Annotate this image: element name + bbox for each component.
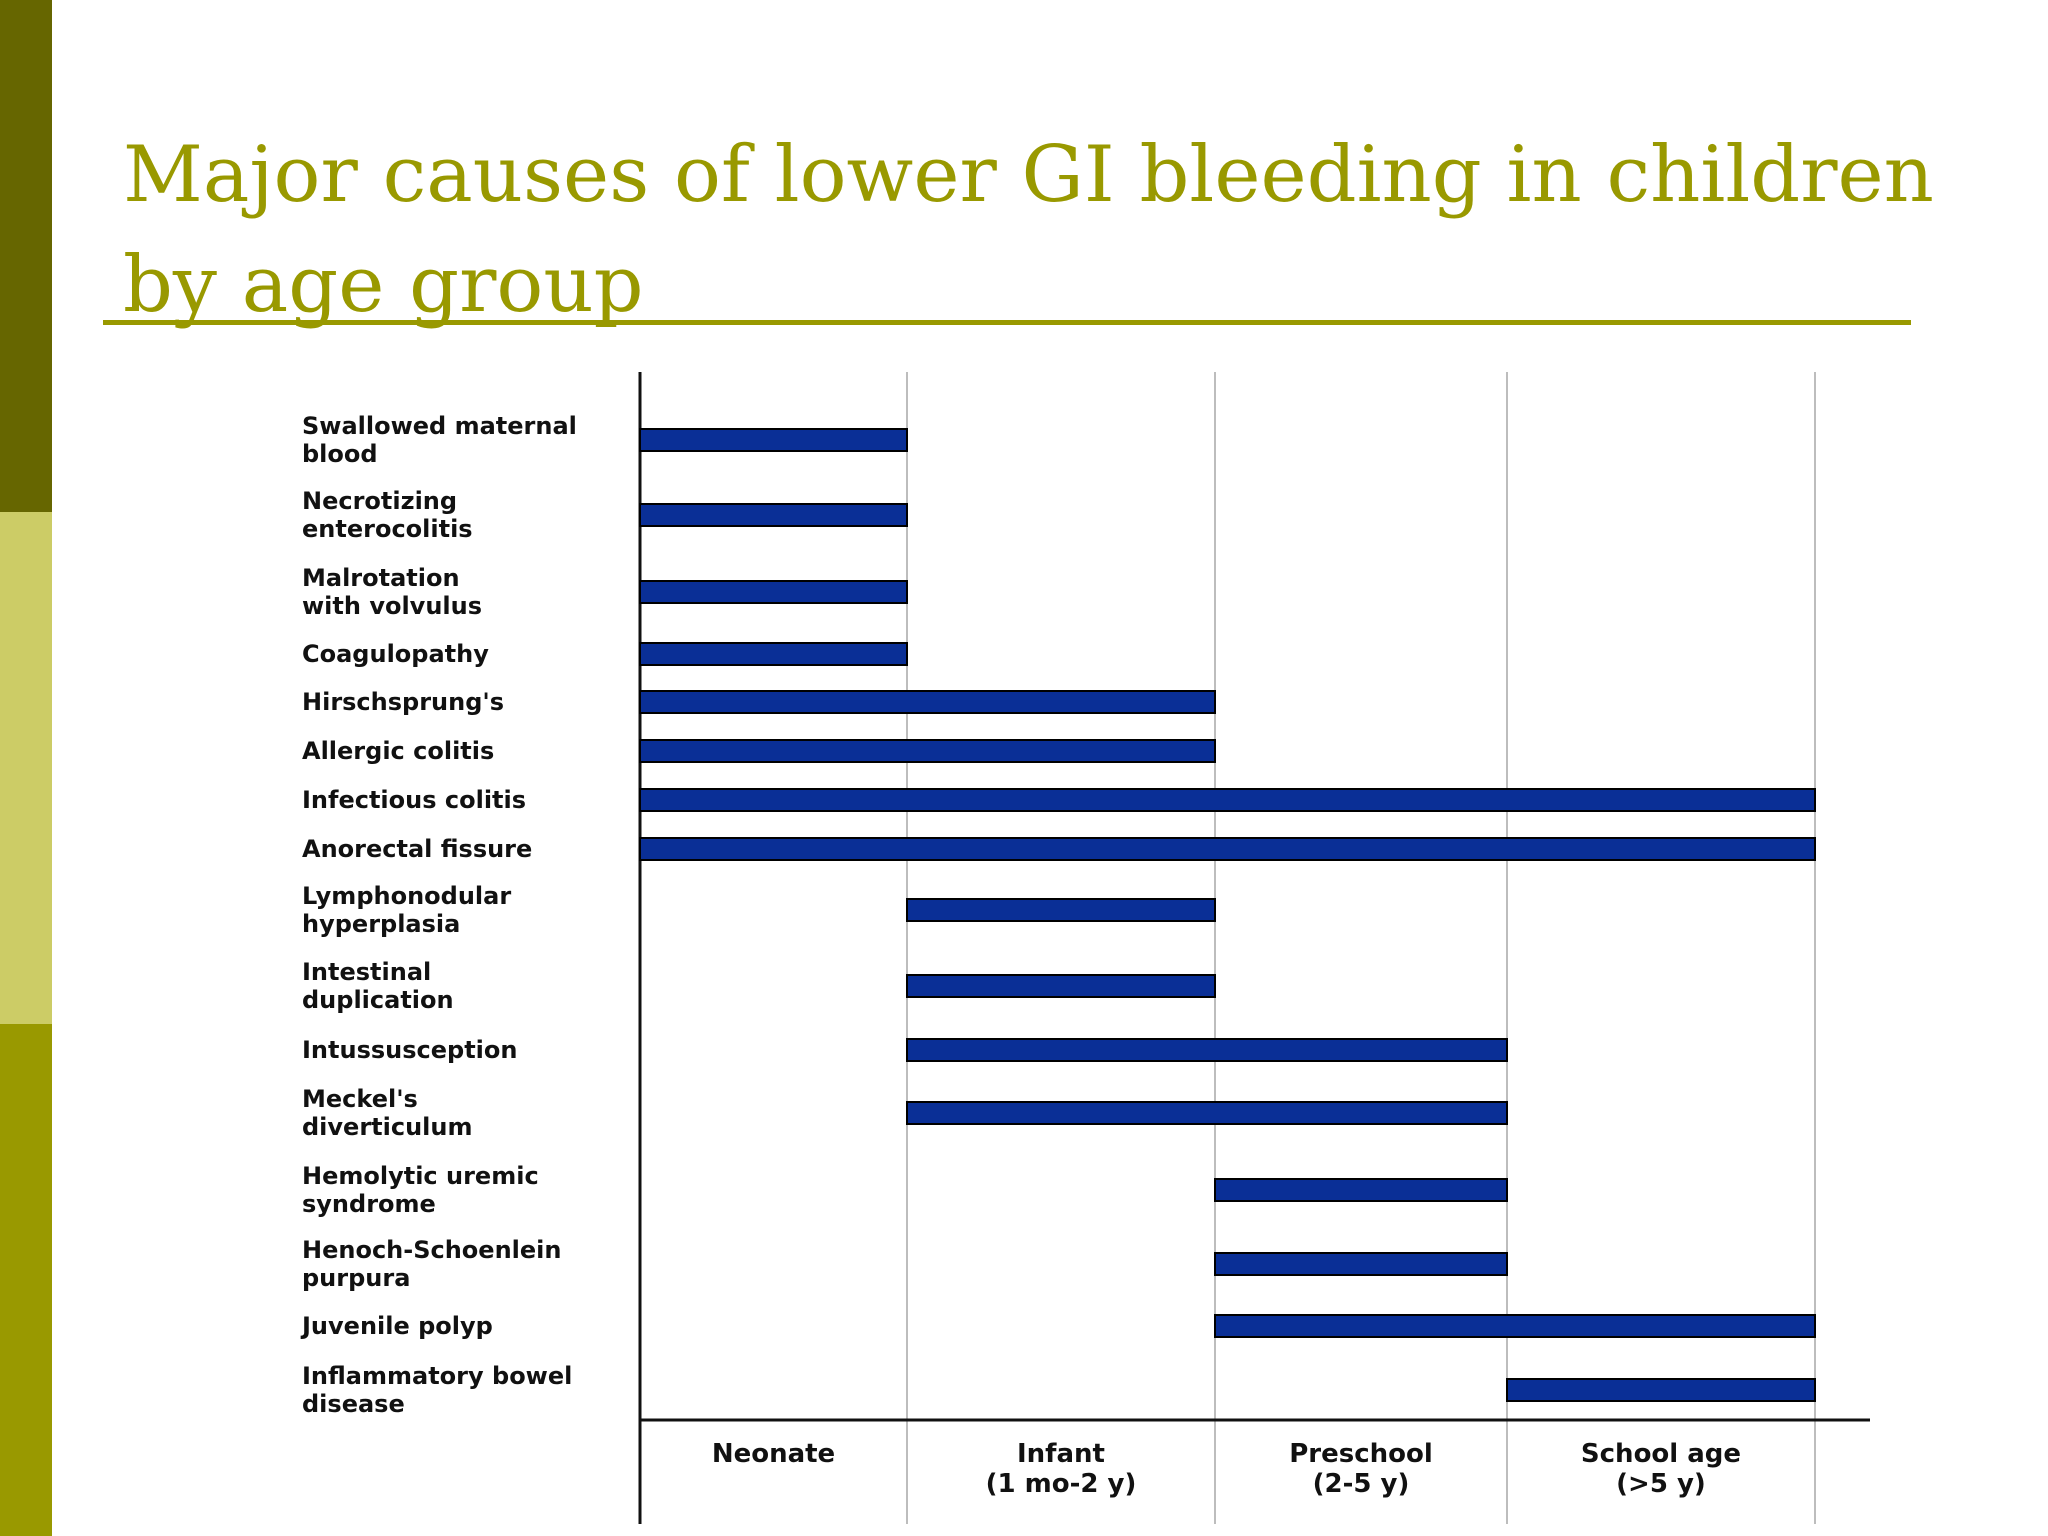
category-label: Hemolytic uremic syndrome [302, 1162, 539, 1218]
bar [639, 788, 1816, 812]
bar [639, 642, 908, 666]
x-tick-label: Neonate [712, 1439, 835, 1469]
category-label: Allergic colitis [302, 737, 494, 765]
bar [639, 428, 908, 452]
category-label: Juvenile polyp [300, 1312, 493, 1340]
category-label: Hirschsprung's [302, 688, 504, 716]
category-label: Henoch-Schoenlein purpura [302, 1236, 561, 1292]
x-tick-label: School age (>5 y) [1581, 1439, 1741, 1499]
bar [1214, 1252, 1508, 1276]
bar [1506, 1378, 1816, 1402]
side-accent-top [0, 0, 52, 512]
category-label: Anorectal fissure [302, 835, 532, 863]
category-label: Coagulopathy [302, 640, 489, 668]
category-label: Malrotation with volvulus [302, 564, 482, 620]
bar [906, 1038, 1508, 1062]
category-label: Lymphonodular hyperplasia [302, 882, 511, 938]
bar [639, 739, 1216, 763]
bar [906, 1101, 1508, 1125]
bar [639, 503, 908, 527]
bar [639, 580, 908, 604]
bar [639, 690, 1216, 714]
bar [639, 837, 1816, 861]
category-label: Intussusception [302, 1036, 517, 1064]
bar [906, 974, 1216, 998]
category-label: Swallowed maternal blood [302, 412, 577, 468]
category-label: Meckel's diverticulum [302, 1085, 473, 1141]
category-label: Intestinal duplication [302, 958, 454, 1014]
x-tick-label: Infant (1 mo-2 y) [986, 1439, 1137, 1499]
x-tick-label: Preschool (2-5 y) [1289, 1439, 1433, 1499]
bar [906, 898, 1216, 922]
side-accent-bottom [0, 1024, 52, 1536]
slide-title: Major causes of lower GI bleeding in chi… [123, 130, 1934, 330]
category-label: Necrotizing enterocolitis [302, 487, 473, 543]
bar [1214, 1178, 1508, 1202]
title-underline [103, 320, 1911, 325]
bar [1214, 1314, 1816, 1338]
category-label: Inflammatory bowel disease [302, 1362, 572, 1418]
side-accent-middle [0, 512, 52, 1024]
category-label: Infectious colitis [302, 786, 526, 814]
